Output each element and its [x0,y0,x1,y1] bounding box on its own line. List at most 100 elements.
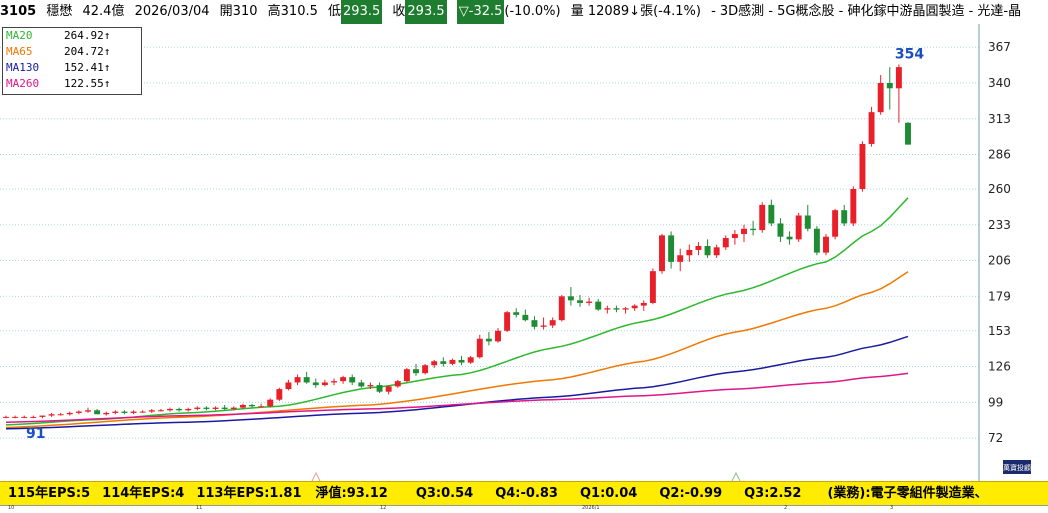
date-axis: 10 11 12 2026/1 2 3 [0,505,1048,513]
date-tick-label: 2 [784,505,788,511]
candle-body [75,411,82,413]
candle-body [886,83,893,89]
legend-value: 152.41↑ [64,61,111,74]
eps-item: Q3:2.52 [744,486,802,501]
moving-average-lines [5,197,909,430]
turnover: 42.4億 [82,4,125,19]
candle [604,305,611,314]
candle-body [21,416,28,418]
company-name: 穩懋 [46,4,73,19]
candle [832,208,839,240]
candle-body [823,236,829,253]
candle [859,141,866,192]
legend-item-ma65: MA65 204.72↑ [3,44,141,60]
candle-body [203,407,210,409]
candle [895,64,902,123]
candle-body [622,308,629,310]
legend-value: 204.72↑ [64,45,111,58]
candle [467,355,474,364]
date-tick-label: 12 [380,505,387,511]
close-label: 收 [392,4,406,19]
min-price-label: 91 [26,426,45,442]
candle-body [804,215,811,229]
candle [94,408,101,415]
candle-body [640,302,647,306]
candle [422,363,429,375]
candle-body [66,412,73,415]
candlestick-chart: 72 99 126 153 179 206 233 260 286 313 340 367 354 9… [0,24,1048,481]
candle [403,367,410,383]
candle-body [39,415,46,417]
candle-body [631,305,638,309]
eps-item: 淨值:93.12 [315,486,388,501]
candle-body [157,410,164,412]
candle [668,231,675,269]
candles [3,64,911,419]
legend-name: MA20 [6,29,33,42]
candle [540,317,547,330]
candle [303,371,310,384]
marker-triangle-icon [731,471,741,481]
chart-background [0,24,1048,481]
candle-body [695,245,702,250]
legend-name: MA260 [6,77,40,90]
candle [649,268,656,305]
high-label: 高 [267,4,281,19]
candle-body [449,359,456,364]
candle [376,382,383,394]
candle [868,106,875,147]
candle-body [249,404,255,407]
candle-body [686,249,693,256]
volume: 量 12089↓張(-4.1%) [570,4,701,19]
candle-body [148,410,155,412]
candle [294,374,301,386]
quote-header: 3105 穩懋 42.4億 2026/03/04 開310 高310.5 低 29… [0,0,1048,24]
candle-body [130,411,137,413]
candle [567,287,574,306]
y-tick-label: 340 [988,76,1011,90]
candle [449,358,456,366]
candle [331,378,337,386]
legend-item-ma130: MA130 152.41↑ [3,60,141,76]
candle-body [48,414,55,416]
candle [741,224,747,242]
candle [258,403,265,408]
y-tick-label: 233 [988,218,1011,232]
candle [622,306,629,314]
candle [795,212,802,242]
candle-body [276,389,283,400]
candle-body [194,407,201,409]
candle [112,410,119,415]
candle-body [786,236,793,240]
y-tick-label: 179 [988,289,1011,303]
candle-body [221,407,228,409]
candle-body [112,411,119,413]
candle [148,408,155,413]
candle [39,415,46,419]
eps-info-bar: 115年EPS:5 114年EPS:4 113年EPS:1.81 淨值:93.12 Q3… [0,481,1048,506]
candle [731,230,738,245]
candle [221,404,228,411]
eps-item: Q3:0.54 [415,486,474,501]
candle [176,407,183,412]
candle [713,244,720,258]
candle [48,412,55,417]
close-value: 293.5 [405,0,447,24]
candle [777,218,784,242]
candle-body [522,314,529,321]
candle [75,410,82,415]
candle [66,411,73,416]
ma-legend: MA20 264.92↑ MA65 204.72↑ MA130 152.41↑ MA260 1… [2,27,142,95]
candle [57,412,64,416]
candle-body [422,365,429,374]
candle [577,295,583,307]
candle-body [668,235,675,262]
candle-body [531,320,538,327]
candle [321,379,328,387]
candle [212,406,219,411]
candle-body [30,416,37,418]
candle-body [558,296,565,321]
candle-body [567,296,574,301]
y-tick-label: 206 [988,254,1011,268]
candle [695,242,702,256]
